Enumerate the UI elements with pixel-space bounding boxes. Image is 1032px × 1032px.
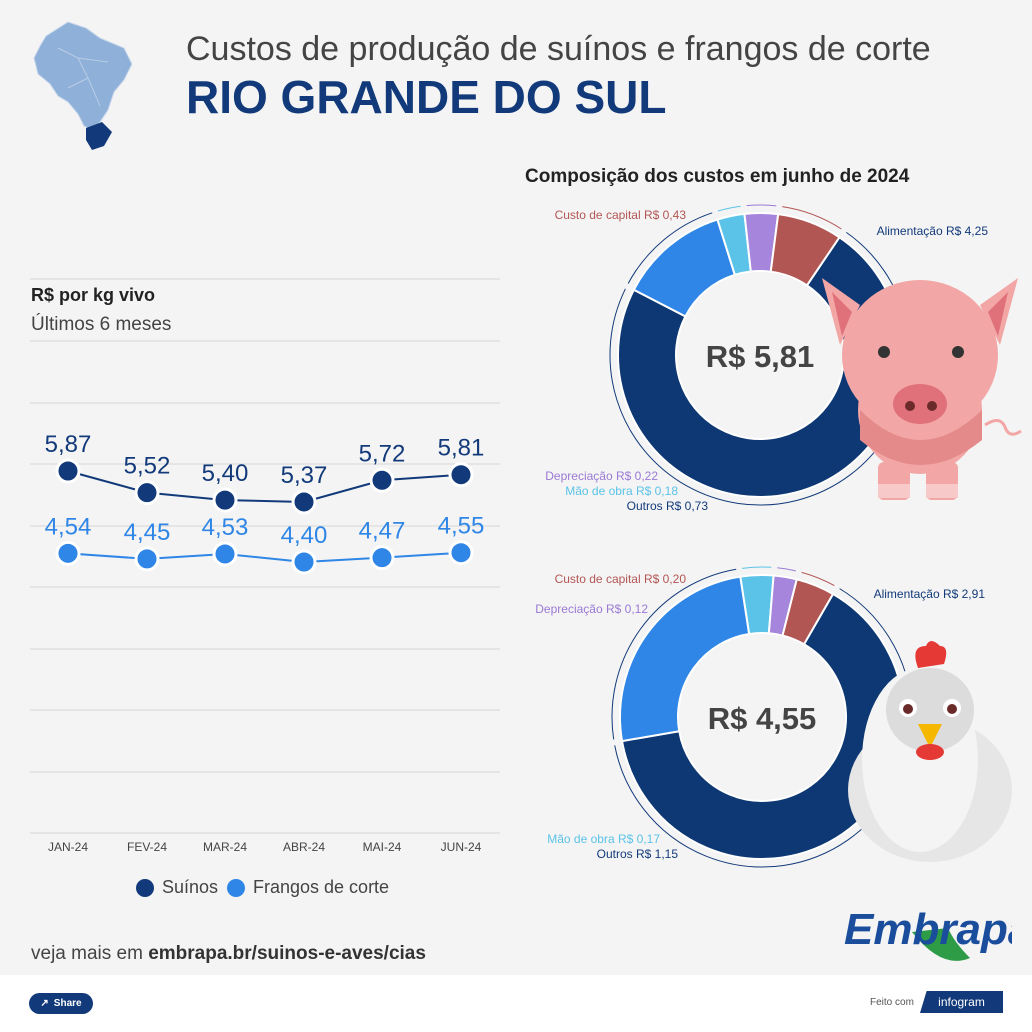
data-point bbox=[134, 546, 160, 572]
data-point bbox=[291, 489, 317, 515]
x-tick-label: JUN-24 bbox=[441, 840, 482, 854]
donut-0-label-2: Mão de obra R$ 0,18 bbox=[565, 484, 678, 498]
share-label: Share bbox=[53, 998, 82, 1009]
donut-1-label-2: Mão de obra R$ 0,17 bbox=[547, 832, 660, 846]
line-chart: JAN-24 FEV-24 MAR-24 ABR-24 MAI-24 JUN-24 5,87… bbox=[30, 278, 500, 854]
donut-0-label-1: Outros R$ 0,73 bbox=[627, 499, 709, 513]
footer-link[interactable]: embrapa.br/suinos-e-aves/cias bbox=[148, 943, 426, 964]
brazil-map-icon bbox=[33, 21, 133, 150]
x-tick-label: ABR-24 bbox=[283, 840, 325, 854]
data-point bbox=[448, 462, 474, 488]
embrapa-logo-text: Embrapa bbox=[844, 905, 1012, 954]
donut-0-bracket-1 bbox=[627, 212, 713, 284]
data-label: 4,55 bbox=[438, 513, 485, 540]
data-label: 5,52 bbox=[124, 453, 171, 480]
data-point bbox=[55, 458, 81, 484]
donut-0-label-3: Depreciação R$ 0,22 bbox=[545, 469, 658, 483]
data-point bbox=[291, 549, 317, 575]
data-point bbox=[369, 467, 395, 493]
page-subtitle: RIO GRANDE DO SUL bbox=[186, 71, 667, 123]
legend-item-suinos: Suínos bbox=[136, 877, 218, 898]
footer-link-text: veja mais em embrapa.br/suinos-e-aves/ci… bbox=[31, 943, 426, 965]
donut-1-label-3: Depreciação R$ 0,12 bbox=[535, 602, 648, 616]
line-chart-subtitle: Últimos 6 meses bbox=[31, 314, 172, 335]
data-point bbox=[212, 487, 238, 513]
donut-1-label-4: Custo de capital R$ 0,20 bbox=[555, 572, 687, 586]
series-line-0 bbox=[67, 470, 462, 503]
donut-0-label-0: Alimentação R$ 4,25 bbox=[877, 224, 989, 238]
data-label: 5,72 bbox=[359, 440, 406, 467]
pig-illustration bbox=[822, 278, 1022, 500]
data-point bbox=[212, 541, 238, 567]
donut-1-bracket-3 bbox=[777, 567, 796, 572]
donut-1-bracket-1 bbox=[611, 568, 737, 740]
donut-0-slice-4 bbox=[769, 213, 841, 287]
data-label: 4,54 bbox=[45, 513, 92, 540]
x-tick-label: FEV-24 bbox=[127, 840, 167, 854]
x-tick-label: MAR-24 bbox=[203, 840, 247, 854]
donut-0-bracket-3 bbox=[746, 204, 777, 207]
legend-label-frangos: Frangos de corte bbox=[253, 877, 390, 897]
data-point bbox=[448, 540, 474, 566]
data-label: 5,40 bbox=[202, 460, 249, 487]
donut-1-bracket-0 bbox=[614, 588, 913, 868]
composition-title: Composição dos custos em junho de 2024 bbox=[525, 166, 910, 187]
data-label: 4,53 bbox=[202, 514, 249, 541]
data-label: 5,87 bbox=[45, 431, 92, 458]
footer-link-prefix: veja mais em bbox=[31, 943, 149, 964]
share-icon: ↗ bbox=[40, 998, 49, 1009]
donut-1-bracket-2 bbox=[742, 566, 772, 569]
donut-0-hole bbox=[680, 275, 840, 435]
data-point bbox=[134, 480, 160, 506]
share-button[interactable]: ↗ Share bbox=[29, 993, 93, 1014]
data-label: 4,40 bbox=[281, 522, 328, 549]
x-tick-label: MAI-24 bbox=[363, 840, 402, 854]
bottom-bar bbox=[0, 975, 1032, 1032]
made-with-label: Feito com bbox=[870, 997, 914, 1008]
legend-swatch-suinos bbox=[136, 878, 154, 897]
line-chart-title: R$ por kg vivo bbox=[31, 285, 156, 305]
series-line-1 bbox=[67, 551, 462, 564]
donut-1-bracket-4 bbox=[801, 571, 835, 587]
data-point bbox=[55, 540, 81, 566]
donut-1-slice-1 bbox=[619, 575, 751, 743]
infogram-link[interactable]: infogram bbox=[920, 991, 1003, 1013]
page-title: Custos de produção de suínos e frangos d… bbox=[186, 30, 931, 68]
data-point bbox=[369, 545, 395, 571]
donut-0-center-label: R$ 5,81 bbox=[706, 339, 815, 374]
legend-swatch-frangos bbox=[227, 878, 245, 897]
donut-0-label-4: Custo de capital R$ 0,43 bbox=[555, 208, 687, 222]
embrapa-logo: Embrapa bbox=[844, 905, 1012, 961]
x-tick-label: JAN-24 bbox=[48, 840, 88, 854]
donut-1-hole bbox=[682, 637, 842, 797]
data-label: 5,81 bbox=[438, 435, 485, 462]
donut-1-label-0: Alimentação R$ 2,91 bbox=[874, 587, 986, 601]
legend-item-frangos: Frangos de corte bbox=[227, 877, 389, 898]
chicken-illustration bbox=[848, 641, 1012, 862]
data-label: 4,47 bbox=[359, 518, 406, 545]
data-label: 4,45 bbox=[124, 519, 171, 546]
donut-0-bracket-4 bbox=[782, 206, 842, 230]
legend-label-suinos: Suínos bbox=[162, 877, 219, 897]
donut-1-center-label: R$ 4,55 bbox=[708, 701, 817, 736]
donut-1-label-1: Outros R$ 1,15 bbox=[597, 847, 679, 861]
donut-1-slice-4 bbox=[781, 578, 835, 646]
data-label: 5,37 bbox=[281, 462, 328, 489]
donut-0-bracket-2 bbox=[717, 205, 741, 212]
